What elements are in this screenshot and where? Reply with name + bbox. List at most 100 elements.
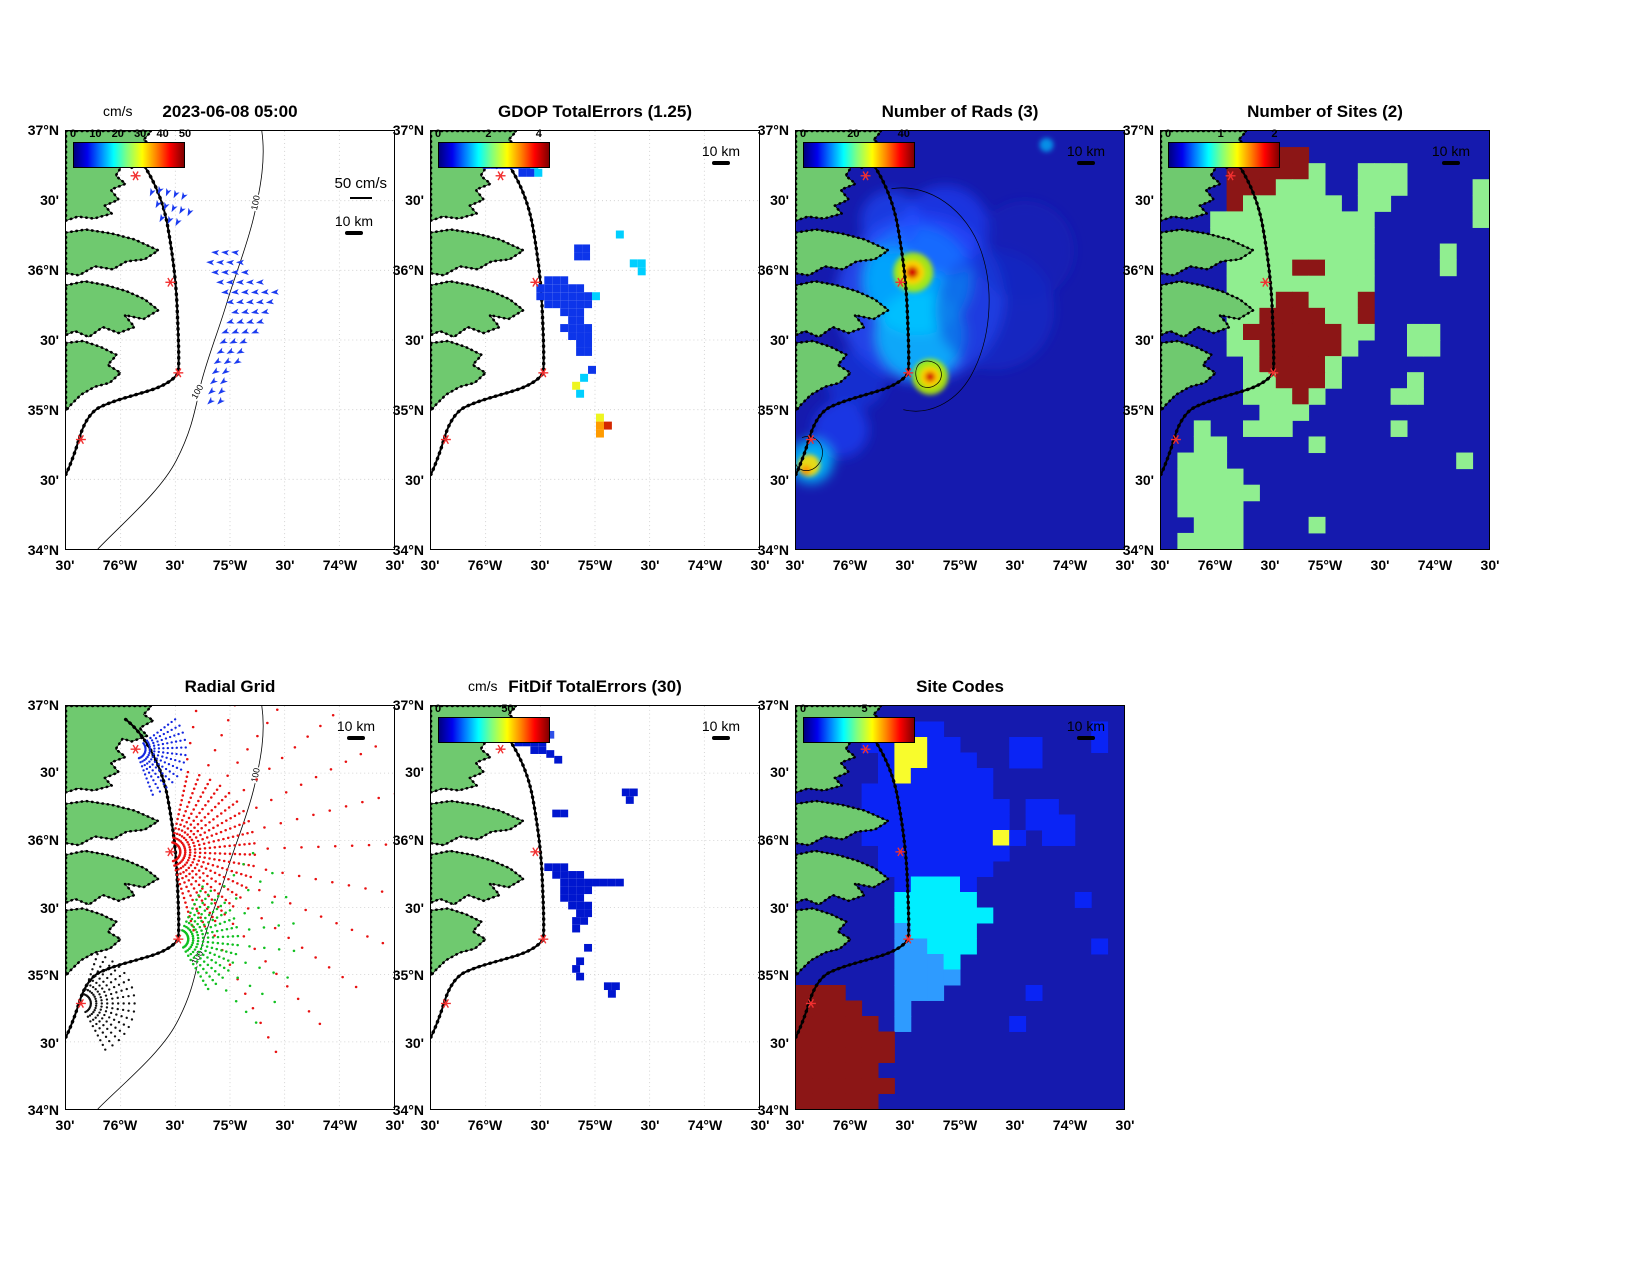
colorbar-tick-label: 0 [434,703,442,715]
lon-tick-label: 30' [1150,557,1170,573]
lat-tick-label: 34°N [392,542,424,558]
lat-tick-label: 30' [405,899,424,916]
velocity-scale: 50 cm/s [334,175,387,199]
map-canvas [795,705,1125,1110]
colorbar: 0 20 40 [800,128,915,168]
velocity-scale-arrow [349,196,372,199]
lon-tick-label: 30' [530,1117,550,1133]
lat-tick-label: 37°N [1122,122,1154,138]
lon-tick-label: 30' [530,557,550,573]
longitude-axis: 30' 76°W 30' 75°W 30' 74°W 30' [786,557,1135,575]
lon-tick-label: 30' [275,1117,295,1133]
colorbar-gradient [73,142,185,168]
lat-tick-label: 37°N [27,697,59,713]
colorbar-units-label: cm/s [468,678,498,694]
longitude-axis: 30' 76°W 30' 75°W 30' 74°W 30' [56,1117,405,1135]
panel-radial-grid: Radial Grid 37°N 30' 36°N 30' 35°N 30' 34°N 30… [28,677,405,1133]
lat-tick-label: 34°N [392,1102,424,1118]
lat-tick-label: 36°N [757,831,789,848]
lat-tick-label: 34°N [757,542,789,558]
land-layer [66,706,181,1039]
panel-gdop-errors: GDOP TotalErrors (1.25) 37°N 30' 36°N 30' 35… [393,102,770,573]
longitude-axis: 30' 76°W 30' 75°W 30' 74°W 30' [421,557,770,575]
distance-scale-bar [1076,161,1095,166]
lon-tick-label: 74°W [322,1117,358,1133]
lon-tick-label: 74°W [1417,557,1453,573]
colorbar-tick-label: 0 [434,128,442,140]
lon-tick-label: 30' [385,557,405,573]
colorbar-tick-label: 50 [178,128,192,140]
colorbar-tick-label: 5 [861,703,868,715]
colorbar-ticks: 0 10 20 30 40 50 [70,128,191,140]
distance-scale-label: 10 km [701,718,740,734]
colorbar-ticks: 0 2 4 [434,128,550,140]
lon-tick-label: 30' [165,1117,185,1133]
lat-tick-label: 37°N [757,697,789,713]
lat-tick-label: 30' [770,332,789,348]
lon-tick-label: 30' [895,1117,915,1133]
current-vectors-layer [149,185,279,405]
lat-tick-label: 30' [405,1034,424,1051]
lat-tick-label: 30' [405,332,424,348]
radar-site-markers [75,171,184,445]
lon-tick-label: 30' [750,557,770,573]
lat-tick-label: 37°N [27,122,59,138]
lon-tick-label: 76°W [832,557,868,573]
lat-tick-label: 30' [770,899,789,916]
ocean-layer [66,131,394,549]
colorbar-tick-label: 0 [799,703,807,715]
panel-number-of-rads: Number of Rads (3) 37°N 30' 36°N 30' 35°N 30'… [758,102,1135,573]
lat-tick-label: 34°N [27,542,59,558]
gridded-field-layer [796,721,1109,1109]
lon-tick-label: 76°W [102,557,138,573]
colorbar-tick-label: 2 [1271,128,1278,140]
distance-scale-label: 10 km [334,213,373,229]
lon-tick-label: 75°W [942,557,978,573]
colorbar-tick-label: 0 [799,128,807,140]
colorbar-gradient [803,142,915,168]
distance-scale-label: 10 km [1431,143,1470,159]
panel-title: Radial Grid [184,677,276,696]
lat-tick-label: 30' [1135,191,1154,208]
colorbar-tick-label: 20 [847,128,860,140]
lat-tick-label: 37°N [392,122,424,138]
latitude-axis: 37°N 30' 36°N 30' 35°N 30' 34°N [1108,122,1154,558]
distance-scale: 10 km [336,718,375,741]
panel-title: Number of Rads (3) [881,102,1039,121]
lon-tick-label: 30' [165,557,185,573]
map-canvas [430,130,760,550]
lon-tick-label: 30' [640,557,660,573]
lat-tick-label: 30' [770,472,789,488]
lat-tick-label: 30' [40,472,59,488]
lon-tick-label: 30' [55,1117,75,1133]
colorbar-tick-label: 4 [535,128,542,140]
lon-tick-label: 74°W [322,557,358,573]
lat-tick-label: 36°N [392,261,424,278]
latitude-axis: 37°N 30' 36°N 30' 35°N 30' 34°N [743,697,789,1118]
lat-tick-label: 36°N [392,831,424,848]
lon-tick-label: 75°W [942,1117,978,1133]
colorbar: 0 50 [435,703,550,743]
panel-fitdif-errors: FitDif TotalErrors (30) cm/s 37°N 30' 36°N… [393,677,770,1133]
lat-tick-label: 35°N [392,966,424,983]
field-contour [796,436,823,471]
lon-tick-label: 30' [420,557,440,573]
radar-site-markers [440,171,549,445]
colorbar-ticks: 0 1 2 [1165,128,1280,140]
lon-tick-label: 30' [385,1117,405,1133]
lon-tick-label: 75°W [212,557,248,573]
colorbar-units-label: cm/s [103,103,133,119]
colorbar-tick-label: 1 [1217,128,1224,140]
lon-tick-label: 75°W [577,1117,613,1133]
distance-scale: 10 km [1431,143,1470,166]
distance-scale-label: 10 km [1066,143,1105,159]
lat-tick-label: 30' [1135,472,1154,488]
velocity-scale-label: 50 cm/s [334,175,387,192]
lon-tick-label: 74°W [687,557,723,573]
lat-tick-label: 37°N [757,122,789,138]
radar-site-markers [805,744,914,1008]
distance-scale: 10 km [1066,143,1105,166]
lon-tick-label: 30' [55,557,75,573]
distance-scale-label: 10 km [336,718,375,734]
